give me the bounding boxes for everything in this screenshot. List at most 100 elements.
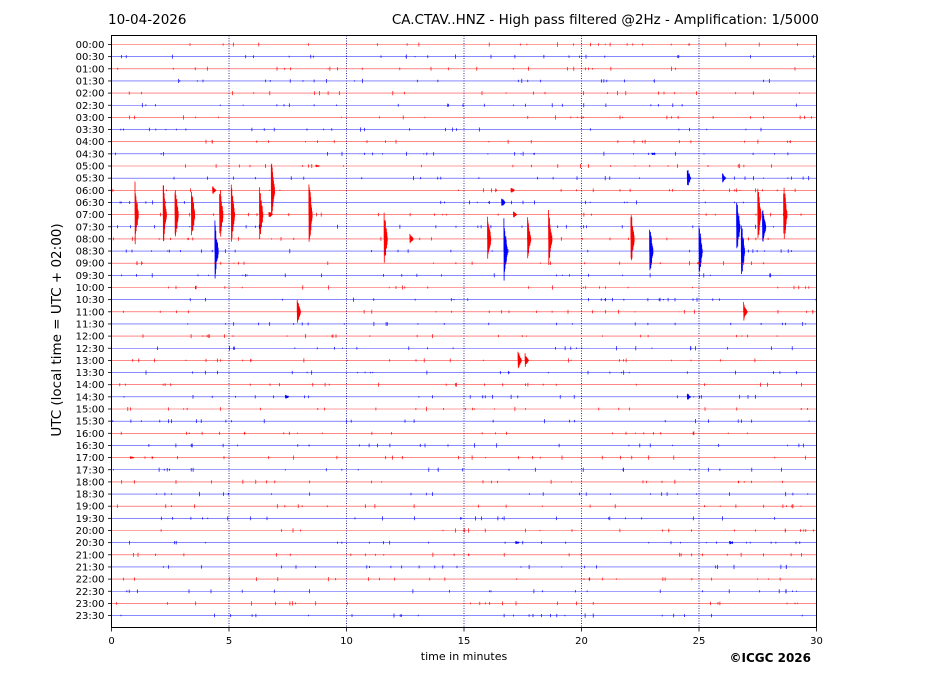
- plot-date: 10-04-2026: [108, 12, 187, 28]
- trace-event: [686, 393, 691, 400]
- trace-event: [743, 302, 748, 321]
- trace-event: [524, 353, 529, 367]
- trace-event: [214, 220, 219, 279]
- y-axis-label: UTC (local time = UTC + 02:00): [49, 223, 65, 437]
- trace-noise: [113, 467, 782, 472]
- y-tick-label: 05:00: [76, 162, 105, 173]
- trace-noise: [157, 346, 793, 351]
- y-tick-label: 19:30: [76, 514, 105, 525]
- trace-noise: [120, 431, 748, 436]
- y-tick-label: 01:00: [76, 64, 105, 75]
- trace-event: [219, 190, 224, 237]
- trace-noise: [189, 42, 798, 47]
- y-tick-label: 19:00: [76, 502, 105, 513]
- trace-noise: [112, 188, 796, 193]
- trace-noise: [119, 382, 802, 387]
- y-tick-label: 06:00: [76, 186, 105, 197]
- trace-noise: [156, 491, 809, 497]
- trace-noise: [148, 443, 804, 448]
- y-tick-label: 14:00: [76, 380, 105, 391]
- trace-event: [230, 184, 236, 242]
- trace-noise: [120, 127, 762, 132]
- trace-noise: [115, 151, 789, 156]
- trace-noise: [162, 564, 787, 570]
- trace-noise: [178, 78, 770, 84]
- y-tick-label: 22:30: [76, 587, 105, 598]
- y-tick-label: 05:30: [76, 174, 105, 185]
- trace-noise: [121, 273, 772, 278]
- trace-noise: [168, 285, 810, 290]
- trace-noise: [187, 321, 806, 326]
- trace-event: [548, 209, 553, 265]
- y-tick-label: 18:00: [76, 477, 105, 488]
- trace-event: [736, 202, 741, 249]
- trace-event: [259, 187, 264, 240]
- y-tick-label: 08:00: [76, 234, 105, 245]
- y-tick-label: 09:30: [76, 271, 105, 282]
- trace-noise: [120, 613, 803, 618]
- trace-event: [686, 170, 691, 186]
- trace-noise: [121, 54, 814, 59]
- y-tick-label: 07:00: [76, 210, 105, 221]
- trace-event: [510, 188, 515, 193]
- y-tick-label: 11:00: [76, 307, 105, 318]
- y-tick-label: 15:30: [76, 417, 105, 428]
- y-tick-label: 13:00: [76, 356, 105, 367]
- y-tick-label: 17:00: [76, 453, 105, 464]
- x-tick-label: 10: [340, 636, 353, 647]
- trace-noise: [133, 552, 802, 557]
- trace-noise: [123, 577, 812, 582]
- x-tick-label: 25: [693, 636, 706, 647]
- trace-noise: [160, 516, 776, 521]
- trace-event: [783, 187, 788, 239]
- y-tick-label: 01:30: [76, 76, 105, 87]
- trace-event: [651, 152, 656, 156]
- y-tick-label: 03:00: [76, 113, 105, 124]
- y-tick-label: 09:00: [76, 259, 105, 270]
- y-tick-label: 10:30: [76, 295, 105, 306]
- trace-event: [162, 185, 167, 242]
- y-tick-label: 02:30: [76, 101, 105, 112]
- trace-noise: [126, 589, 797, 594]
- y-tick-label: 04:00: [76, 137, 105, 148]
- y-tick-label: 17:30: [76, 465, 105, 476]
- trace-event: [409, 233, 414, 244]
- y-tick-label: 00:00: [76, 40, 105, 51]
- trace-noise: [128, 90, 800, 96]
- trace-event: [487, 216, 492, 259]
- y-tick-label: 11:30: [76, 319, 105, 330]
- trace-event: [191, 191, 196, 236]
- y-tick-label: 16:30: [76, 441, 105, 452]
- trace-noise: [160, 528, 814, 533]
- x-axis-ticks: 0 5 10 15 20 25 30: [108, 627, 823, 647]
- vertical-gridlines: [228, 35, 700, 628]
- trace-noise: [121, 479, 783, 484]
- y-tick-label: 21:00: [76, 550, 105, 561]
- trace-noise: [145, 370, 797, 375]
- y-tick-label: 06:30: [76, 198, 105, 209]
- y-tick-label: 13:30: [76, 368, 105, 379]
- x-tick-label: 15: [458, 636, 471, 647]
- trace-noise: [127, 406, 808, 412]
- trace-noise: [173, 176, 810, 181]
- copyright-notice: ©ICGC 2026: [729, 651, 811, 665]
- trace-noise: [189, 297, 817, 302]
- y-tick-label: 10:00: [76, 283, 105, 294]
- y-tick-label: 02:00: [76, 89, 105, 100]
- trace-event: [740, 225, 745, 275]
- trace-event: [513, 211, 518, 218]
- trace-event: [315, 164, 320, 168]
- trace-event: [515, 541, 520, 545]
- trace-event: [527, 217, 532, 259]
- y-tick-label: 20:30: [76, 538, 105, 549]
- trace-event: [268, 212, 273, 217]
- trace-noise: [205, 139, 791, 144]
- trace-event: [503, 218, 508, 281]
- x-tick-label: 30: [810, 636, 823, 647]
- trace-noise: [113, 236, 769, 241]
- y-tick-label: 12:00: [76, 332, 105, 343]
- y-tick-label: 08:30: [76, 247, 105, 258]
- trace-event: [501, 198, 506, 206]
- x-axis-label: time in minutes: [420, 650, 508, 663]
- trace-event: [174, 190, 179, 237]
